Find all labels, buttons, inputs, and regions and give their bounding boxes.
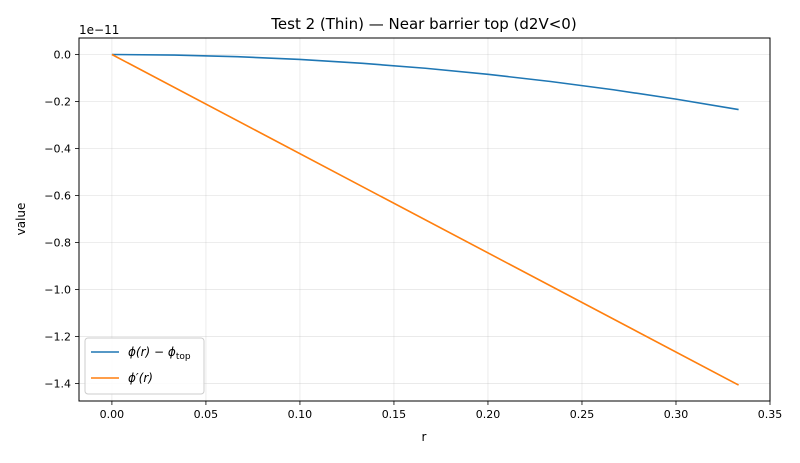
- legend: ϕ(r) − ϕtop ϕ′(r): [84, 337, 205, 395]
- series-line-2: [111, 53, 739, 386]
- y-tick-label: −1.4: [44, 377, 71, 390]
- y-tick-label: −0.4: [44, 142, 71, 155]
- series-line-1: [111, 53, 739, 111]
- y-axis-offset-label: 1e−11: [79, 23, 119, 37]
- plot-frame: [78, 37, 771, 402]
- y-tick-label: −0.2: [44, 95, 71, 108]
- x-tick-label: 0.30: [664, 408, 689, 421]
- legend-label-subscript: top: [176, 352, 191, 362]
- y-tick-label: −1.2: [44, 330, 71, 343]
- x-axis-label: r: [422, 430, 427, 444]
- x-tick-label: 0.05: [194, 408, 219, 421]
- legend-label-1: ϕ(r) − ϕtop: [128, 345, 191, 362]
- chart-title: Test 2 (Thin) — Near barrier top (d2V<0): [270, 15, 576, 33]
- x-tick-label: 0.35: [758, 408, 783, 421]
- x-tick-label: 0.25: [570, 408, 595, 421]
- tick-layer: 0.00 0.05 0.10 0.15 0.20 0.25 0.30 0.35 0.0 −0.2 −…: [44, 48, 782, 421]
- x-tick-label: 0.10: [288, 408, 313, 421]
- y-axis-label: value: [14, 203, 28, 236]
- y-tick-label: 0.0: [54, 48, 72, 61]
- y-tick-label: −1.0: [44, 283, 71, 296]
- y-tick-label: −0.8: [44, 236, 71, 249]
- y-tick-label: −0.6: [44, 189, 71, 202]
- x-tick-label: 0.20: [476, 408, 501, 421]
- legend-label-2: ϕ′(r): [128, 371, 153, 385]
- x-tick-label: 0.15: [382, 408, 407, 421]
- x-tick-label: 0.00: [100, 408, 125, 421]
- series-layer: [111, 53, 739, 386]
